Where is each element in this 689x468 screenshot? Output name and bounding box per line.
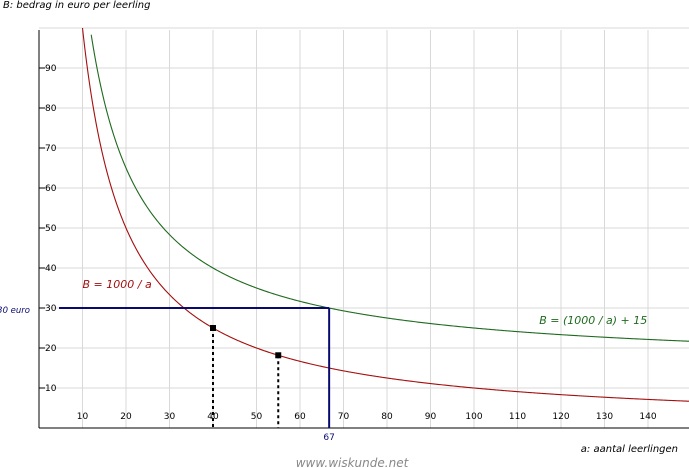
x-tick-label: 100 bbox=[465, 412, 482, 422]
x-tick-label: 40 bbox=[207, 412, 219, 422]
series-label-1000-over-a: B = 1000 / a bbox=[83, 278, 152, 291]
reference-x-label: 67 bbox=[323, 433, 334, 443]
y-tick-label: 80 bbox=[45, 104, 57, 114]
x-tick-label: 130 bbox=[596, 412, 613, 422]
x-tick-label: 20 bbox=[120, 412, 132, 422]
x-tick-label: 140 bbox=[639, 412, 656, 422]
x-tick-label: 90 bbox=[425, 412, 437, 422]
y-tick-label: 90 bbox=[45, 64, 57, 74]
x-tick-label: 30 bbox=[164, 412, 176, 422]
axes bbox=[38, 30, 689, 429]
series-label-1000-over-a-plus-15: B = (1000 / a) + 15 bbox=[539, 314, 647, 327]
reference-y-label: 30 euro bbox=[0, 306, 30, 316]
watermark: www.wiskunde.net bbox=[296, 456, 410, 468]
x-tick-label: 110 bbox=[509, 412, 526, 422]
tick-labels: 10 20 30 40 50 60 70 80 90 10 20 30 40 50 60 70 80 90 100 1… bbox=[45, 64, 657, 422]
y-tick-label: 20 bbox=[45, 344, 57, 354]
reference-lines bbox=[59, 307, 331, 428]
series-line-1 bbox=[81, 27, 689, 402]
markers bbox=[210, 325, 282, 428]
y-tick-label: 50 bbox=[45, 224, 57, 234]
x-axis-title: a: aantal leerlingen bbox=[581, 444, 678, 455]
curves bbox=[81, 27, 689, 402]
y-tick-label: 10 bbox=[45, 384, 57, 394]
x-tick-label: 120 bbox=[552, 412, 569, 422]
y-tick-label: 70 bbox=[45, 144, 57, 154]
marker-point bbox=[275, 352, 282, 359]
series-line-2 bbox=[90, 34, 689, 342]
x-tick-label: 80 bbox=[381, 412, 393, 422]
x-tick-label: 60 bbox=[294, 412, 306, 422]
y-tick-label: 60 bbox=[45, 184, 57, 194]
x-tick-label: 50 bbox=[251, 412, 263, 422]
y-tick-label: 40 bbox=[45, 264, 57, 274]
y-tick-label: 30 bbox=[45, 304, 57, 314]
y-axis-title: B: bedrag in euro per leerling bbox=[3, 0, 150, 11]
x-tick-label: 10 bbox=[77, 412, 89, 422]
marker-point bbox=[210, 325, 216, 331]
grid bbox=[39, 27, 689, 428]
x-tick-label: 70 bbox=[338, 412, 350, 422]
